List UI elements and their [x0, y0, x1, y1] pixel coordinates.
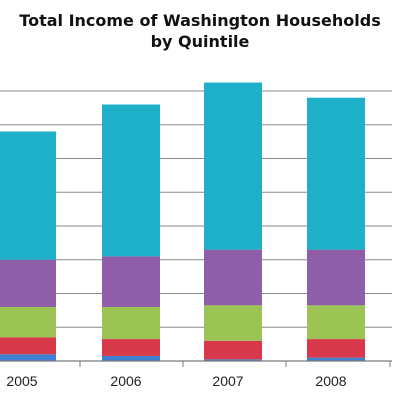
bar-segment-2007-4: [204, 249, 262, 306]
bars: [0, 82, 365, 361]
x-tick-label-2005: 2005: [6, 373, 37, 389]
bar-segment-2005-5: [0, 131, 56, 260]
bar-segment-2007-1: [204, 359, 262, 361]
bar-segment-2006-5: [102, 104, 160, 257]
x-tick-label-2007: 2007: [212, 373, 243, 389]
chart-title-line-1: Total Income of Washington Households: [19, 11, 381, 30]
x-axis: 2005 2006 2007 2008: [0, 360, 392, 389]
bar-segment-2006-1: [102, 355, 160, 361]
bar-segment-2008-3: [307, 305, 365, 340]
x-tick-label-2008: 2008: [315, 373, 346, 389]
bar-segment-2007-3: [204, 305, 262, 341]
bar-segment-2005-2: [0, 337, 56, 355]
bar-segment-2008-1: [307, 357, 365, 361]
bar-segment-2008-2: [307, 339, 365, 358]
chart-title-line-2: by Quintile: [150, 32, 250, 51]
bar-segment-2008-4: [307, 249, 365, 306]
bar-segment-2006-2: [102, 339, 160, 356]
bar-segment-2008-5: [307, 97, 365, 250]
bar-segment-2007-2: [204, 340, 262, 360]
x-tick-label-2006: 2006: [110, 373, 141, 389]
bar-segment-2007-5: [204, 82, 262, 250]
bar-segment-2005-4: [0, 259, 56, 307]
bar-segment-2006-3: [102, 307, 160, 340]
chart-title: Total Income of Washington Households by…: [0, 10, 400, 52]
bar-segment-2005-3: [0, 307, 56, 338]
bar-segment-2006-4: [102, 256, 160, 307]
bar-segment-2005-1: [0, 354, 56, 361]
